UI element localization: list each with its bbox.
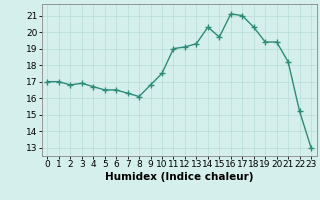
X-axis label: Humidex (Indice chaleur): Humidex (Indice chaleur) — [105, 172, 253, 182]
